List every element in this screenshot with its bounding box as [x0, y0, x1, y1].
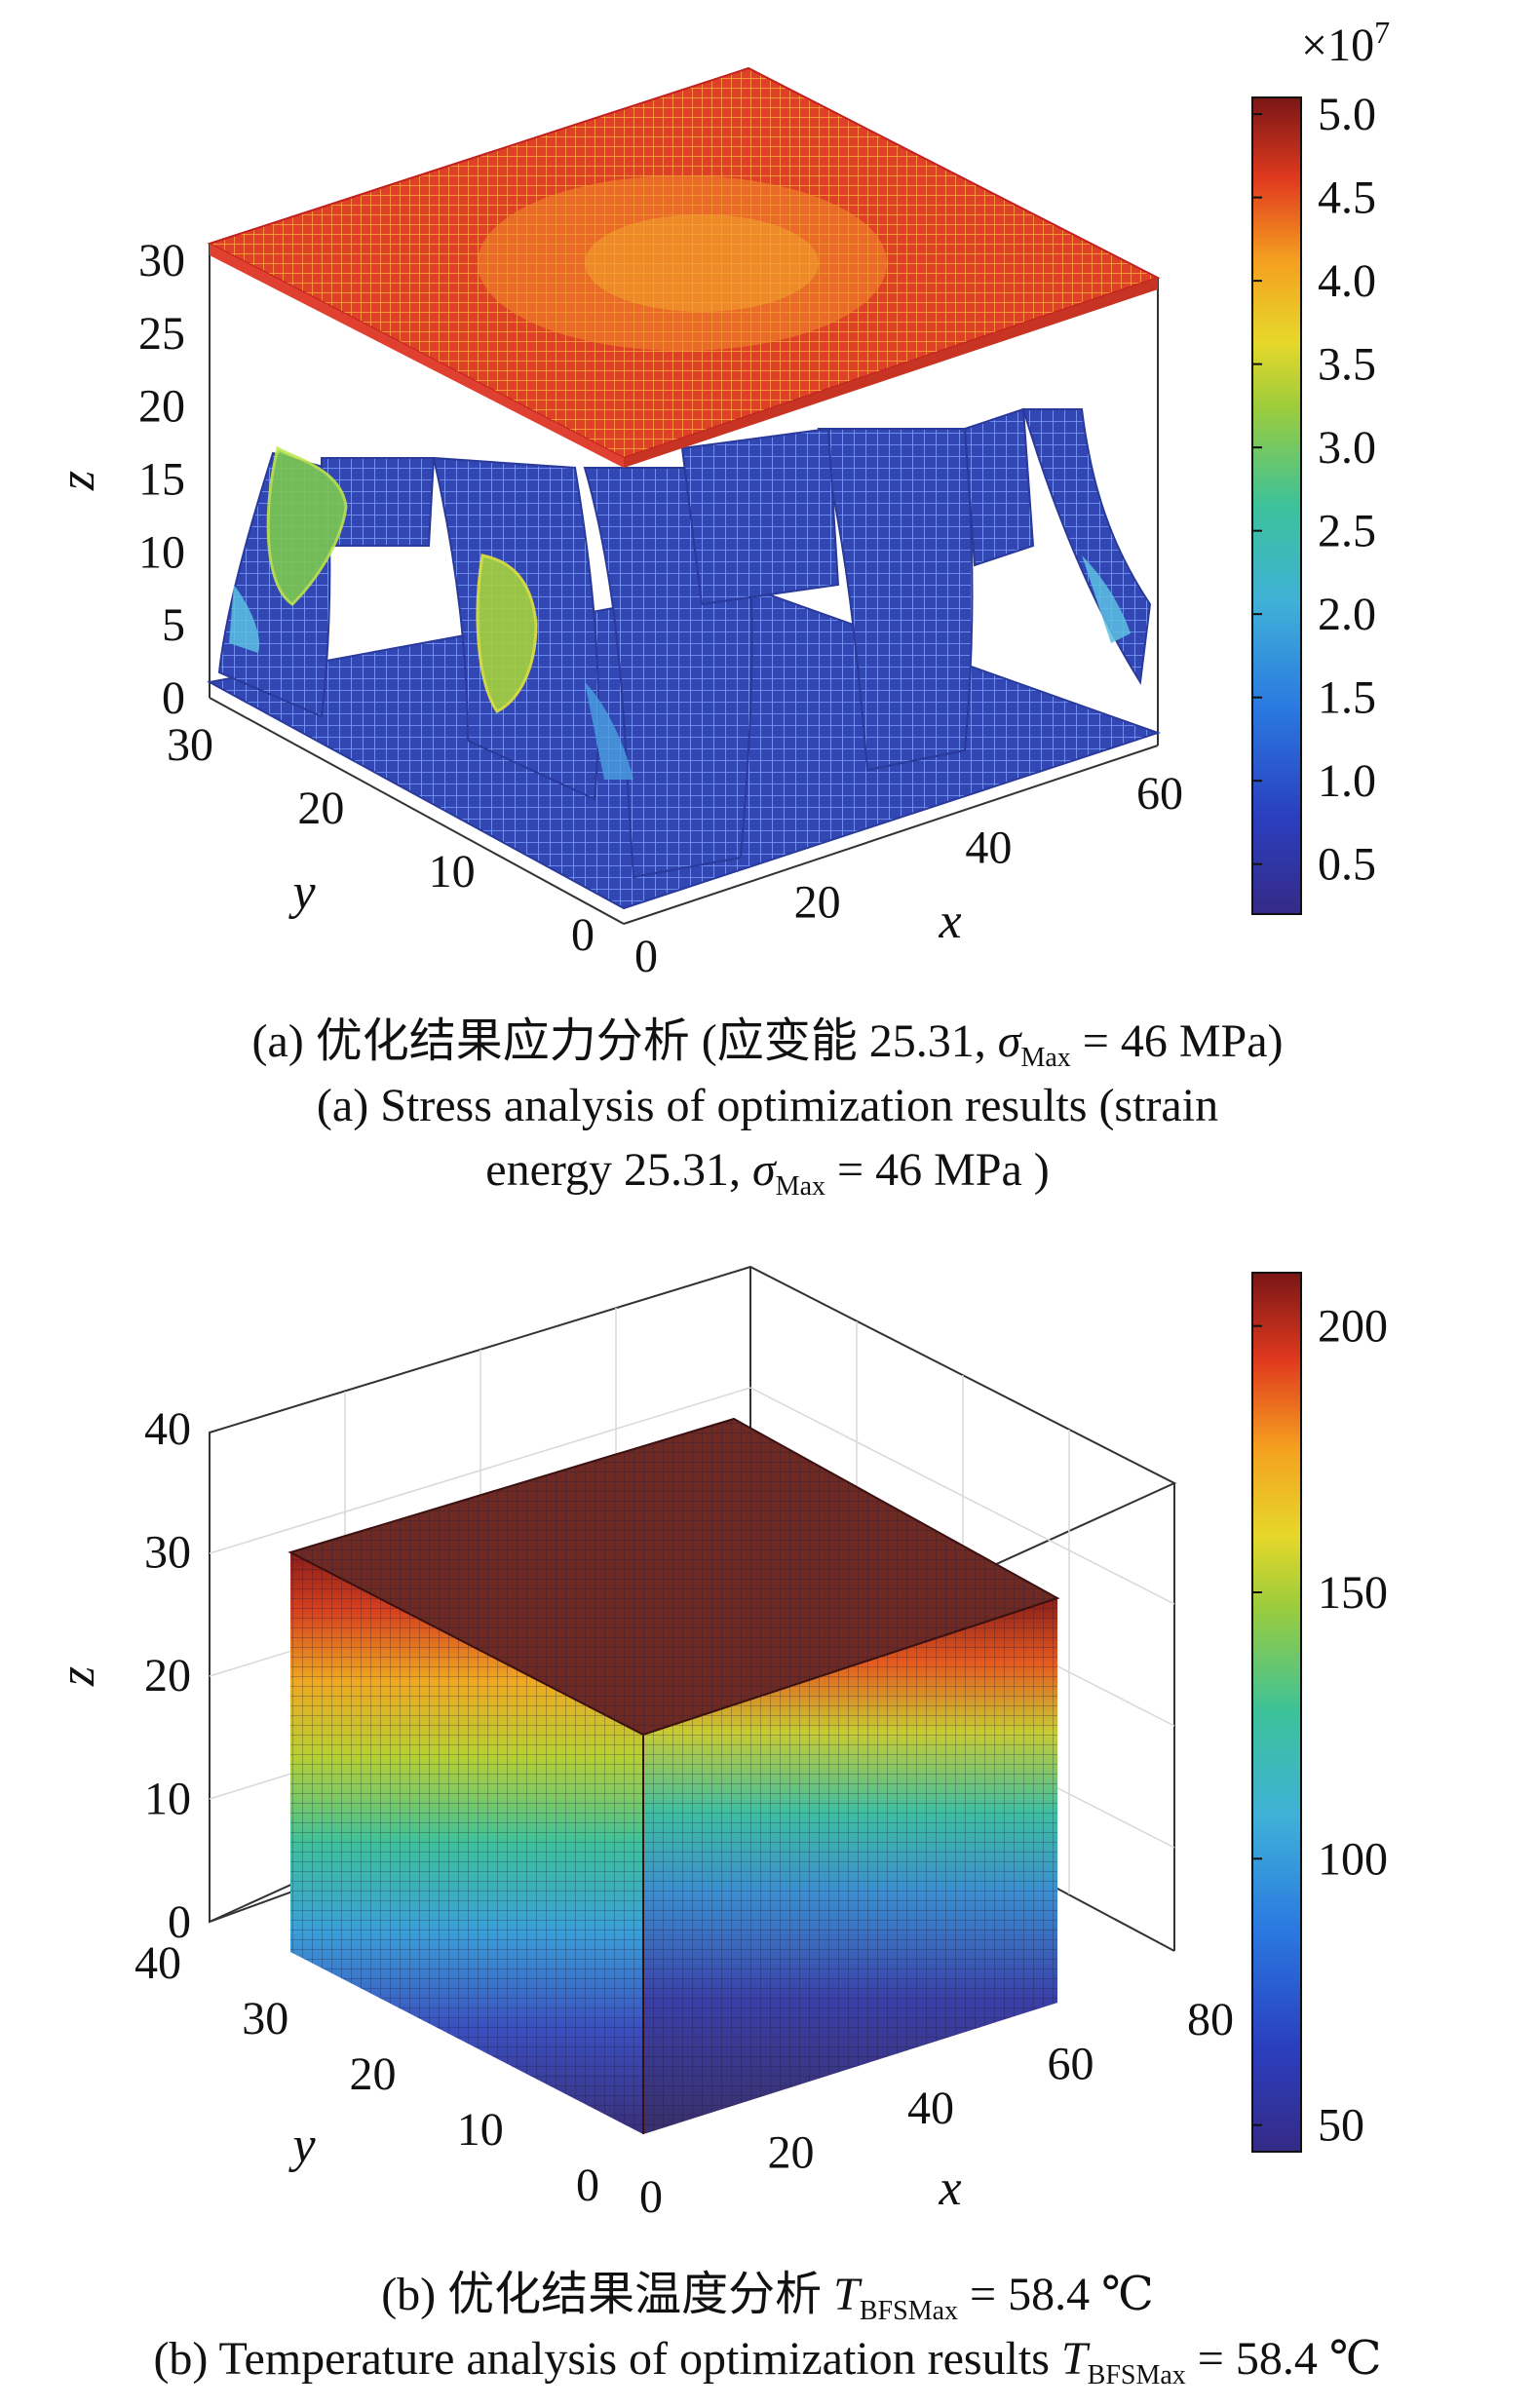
- panel-a-stress-plot: 0 5 10 15 20 25 30 z 0 10 20 30 y 0 20 40 60 x 0.5 1.…: [50, 15, 1390, 982]
- panel-b-temperature-plot: 0 10 20 30 40 z 0 10 20 30 40 y 0 20 40 60 80 x 50 10…: [50, 1265, 1388, 2223]
- panel-a-x-tick: 40: [965, 822, 1012, 874]
- panel-b-y-tick: 20: [350, 2048, 397, 2100]
- panel-a-y-tick: 30: [167, 719, 213, 771]
- panel-b-xlabel: x: [938, 2160, 961, 2216]
- panel-b-z-tick: 30: [144, 1527, 191, 1579]
- panel-a-caption-en-line2: energy 25.31, σMax = 46 MPa ): [485, 1144, 1050, 1202]
- panel-a-x-tick: 60: [1136, 768, 1183, 820]
- panel-a-colorbar-tick: 1.5: [1318, 672, 1376, 724]
- panel-a-colorbar-exponent: ×107: [1301, 15, 1390, 71]
- panel-a-zlabel: z: [50, 471, 105, 491]
- panel-b-ylabel: y: [288, 2118, 316, 2173]
- panel-b-z-tick: 0: [168, 1896, 191, 1948]
- panel-b-y-tick: 10: [457, 2104, 504, 2156]
- panel-a-top-plate: [207, 66, 1161, 468]
- panel-b-y-tick: 40: [134, 1937, 181, 1989]
- panel-a-z-tick: 0: [162, 672, 185, 724]
- panel-a-colorbar-tick: 2.0: [1318, 589, 1376, 640]
- panel-a-colorbar-tick: 3.5: [1318, 339, 1376, 391]
- panel-b-colorbar: 50 100 150 200: [1251, 1272, 1388, 2153]
- panel-b-z-tick: 10: [144, 1774, 191, 1825]
- panel-a-z-tick: 25: [138, 308, 185, 360]
- panel-a-colorbar-tick: 1.0: [1318, 755, 1376, 807]
- panel-b-colorbar-tick: 50: [1318, 2100, 1364, 2152]
- panel-a-colorbar-tick: 5.0: [1318, 89, 1376, 140]
- panel-b-y-tick: 30: [242, 1993, 288, 2045]
- panel-a-colorbar-tick: 4.5: [1318, 172, 1376, 224]
- panel-a-x-ticks: 0 20 40 60: [634, 768, 1183, 982]
- panel-b-x-tick: 20: [768, 2127, 815, 2179]
- panel-a-x-tick: 0: [634, 931, 658, 982]
- panel-b-colorbar-tick: 200: [1318, 1301, 1388, 1353]
- panel-b-z-tick: 20: [144, 1650, 191, 1701]
- panel-a-axes-frame: [209, 244, 1159, 925]
- panel-b-x-ticks: 0 20 40 60 80: [639, 1994, 1234, 2223]
- panel-a-colorbar-tick: 2.5: [1318, 506, 1376, 557]
- panel-a-y-tick: 20: [297, 783, 344, 834]
- panel-a-x-tick: 20: [794, 876, 841, 928]
- panel-b-x-tick: 0: [639, 2171, 663, 2223]
- panel-a-y-tick: 10: [429, 846, 476, 898]
- panel-b-zlabel: z: [50, 1666, 105, 1687]
- panel-b-z-tick: 40: [144, 1403, 191, 1455]
- panel-a-stress-hotspots: [229, 445, 1131, 780]
- panel-b-voxel-cube: [288, 1417, 1060, 2134]
- panel-b-z-ticks: 0 10 20 30 40: [144, 1403, 191, 1948]
- panel-a-colorbar-tick: 0.5: [1318, 839, 1376, 891]
- panel-a-y-ticks: 0 10 20 30: [167, 719, 595, 961]
- panel-a-colorbar: 0.5 1.0 1.5 2.0 2.5 3.0 3.5 4.0 4.5 5.0 ×107: [1251, 15, 1390, 915]
- panel-b-x-tick: 60: [1048, 2039, 1094, 2090]
- panel-a-z-ticks: 0 5 10 15 20 25 30: [138, 235, 185, 724]
- panel-a-colorbar-tick: 3.0: [1318, 422, 1376, 474]
- panel-a-xlabel: x: [938, 894, 961, 949]
- panel-a-y-tick: 0: [571, 909, 595, 961]
- panel-b-caption-en: (b) Temperature analysis of optimization…: [153, 2333, 1382, 2390]
- panel-b-x-tick: 80: [1187, 1994, 1234, 2045]
- panel-b-caption-cn: (b) 优化结果温度分析 TBFSMax = 58.4 ℃: [381, 2269, 1154, 2326]
- panel-a-z-tick: 30: [138, 235, 185, 287]
- panel-a-columns: [217, 407, 1152, 879]
- panel-b-x-tick: 40: [907, 2083, 954, 2134]
- panel-b-colorbar-tick: 100: [1318, 1833, 1388, 1885]
- panel-a-ylabel: y: [288, 864, 316, 920]
- panel-a-caption-cn: (a) 优化结果应力分析 (应变能 25.31, σMax = 46 MPa): [251, 1015, 1284, 1073]
- panel-a-z-tick: 20: [138, 381, 185, 433]
- panel-a-z-tick: 15: [138, 454, 185, 506]
- panel-a-z-tick: 5: [162, 599, 185, 651]
- panel-b-colorbar-tick: 150: [1318, 1567, 1388, 1619]
- panel-a-caption-en-line1: (a) Stress analysis of optimization resu…: [316, 1080, 1219, 1131]
- panel-b-y-ticks: 0 10 20 30 40: [134, 1937, 599, 2211]
- panel-b-y-tick: 0: [576, 2160, 599, 2211]
- panel-a-colorbar-tick: 4.0: [1318, 255, 1376, 307]
- panel-a-z-tick: 10: [138, 526, 185, 578]
